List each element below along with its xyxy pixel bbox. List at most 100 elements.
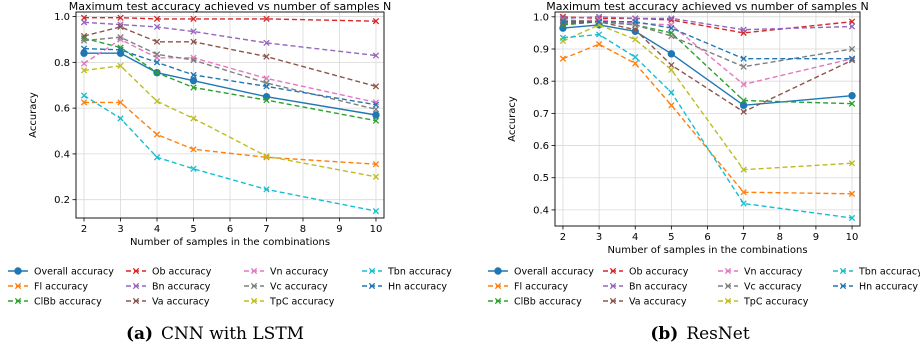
legend-item: Va accuracy — [126, 297, 210, 308]
legend-item: Tbn accuracy — [362, 267, 452, 278]
data-point — [117, 62, 124, 69]
legend-item: Va accuracy — [603, 297, 687, 308]
series-line — [562, 16, 853, 34]
legend-label: Ob accuracy — [152, 267, 212, 278]
data-point — [190, 165, 197, 172]
data-point — [189, 76, 198, 85]
series-line — [83, 36, 377, 110]
series-line — [84, 52, 377, 116]
data-point — [372, 111, 380, 119]
legend-item: Fl accuracy — [488, 282, 568, 293]
legend-swatch-marker — [368, 282, 376, 290]
y-tick-label: 1.0 — [54, 12, 70, 23]
data-point — [739, 101, 748, 110]
x-tick-label: 5 — [190, 224, 196, 235]
data-point — [632, 18, 639, 25]
data-point — [372, 52, 380, 59]
legend-label: Vc accuracy — [270, 282, 328, 293]
legend-label: TpC accuracy — [269, 297, 335, 308]
data-point — [740, 55, 747, 62]
series-9 — [559, 31, 856, 222]
chart-title: Maximum test accuracy achieved vs number… — [69, 0, 392, 13]
data-point — [263, 186, 270, 193]
caption-text: ResNet — [686, 324, 750, 344]
data-point — [153, 38, 161, 45]
y-tick-label: 0.7 — [533, 109, 549, 120]
legend-label: Vc accuracy — [744, 282, 802, 293]
series-3 — [80, 14, 380, 25]
data-point — [117, 14, 124, 21]
y-tick-label: 0.8 — [533, 77, 549, 88]
legend-item: Bn accuracy — [126, 282, 211, 293]
legend-swatch-marker — [724, 282, 732, 290]
data-point — [632, 36, 639, 43]
data-point — [190, 15, 197, 23]
data-point — [80, 45, 88, 52]
x-tick-label: 3 — [117, 224, 123, 235]
series-line — [562, 43, 853, 195]
legend-item: ClBb accuracy — [8, 297, 102, 308]
legend-label: Hn accuracy — [388, 282, 447, 293]
legend: Overall accuracy Fl accuracy ClBb accuracy… — [8, 267, 452, 308]
legend-item: Hn accuracy — [833, 282, 918, 293]
data-point — [80, 19, 88, 26]
data-point — [263, 53, 270, 60]
legend-swatch-marker — [250, 297, 258, 305]
legend-item: Ob accuracy — [603, 267, 689, 278]
legend-swatch-marker — [609, 267, 617, 275]
series-5 — [80, 23, 380, 90]
legend-swatch-marker — [724, 297, 732, 305]
series-line — [562, 20, 853, 113]
data-point — [740, 166, 747, 173]
series-4 — [80, 19, 380, 59]
legend-label: Vn accuracy — [744, 267, 803, 278]
data-point — [559, 18, 567, 25]
legend-swatch-marker — [250, 267, 258, 275]
series-1 — [559, 41, 856, 197]
data-point — [848, 190, 856, 197]
data-point — [190, 71, 197, 79]
x-tick-label: 8 — [777, 232, 783, 243]
y-axis-label: Accuracy — [28, 92, 39, 138]
data-point — [190, 56, 197, 64]
figure-caption: (a) CNN with LSTM — [126, 324, 304, 344]
series-line — [84, 101, 377, 165]
data-point — [667, 50, 676, 58]
data-point — [631, 27, 639, 36]
y-tick-label: 1.0 — [533, 12, 549, 23]
legend-label: TpC accuracy — [743, 297, 809, 308]
legend-swatch-marker — [14, 267, 22, 275]
data-point — [595, 31, 603, 38]
x-tick-label: 2 — [81, 224, 87, 235]
legend-swatch-marker — [609, 282, 617, 290]
grid — [76, 12, 384, 218]
data-point — [372, 83, 380, 90]
data-point — [263, 15, 270, 23]
data-point — [117, 115, 124, 122]
y-tick-label: 0.8 — [54, 58, 70, 69]
data-point — [668, 24, 675, 32]
legend-item: TpC accuracy — [244, 297, 335, 308]
x-tick-label: 10 — [846, 232, 859, 243]
data-point — [80, 14, 88, 21]
data-point — [740, 189, 747, 196]
legend-item: Vc accuracy — [244, 282, 328, 293]
data-point — [80, 67, 88, 74]
data-point — [153, 51, 161, 58]
legend-swatch-marker — [494, 282, 502, 290]
legend-label: Va accuracy — [152, 297, 210, 308]
legend-item: ClBb accuracy — [488, 297, 582, 308]
series-line — [83, 38, 377, 104]
data-point — [668, 32, 675, 40]
data-point — [668, 66, 675, 74]
data-point — [117, 23, 124, 31]
data-point — [80, 99, 88, 106]
y-tick-label: 0.5 — [533, 173, 549, 184]
series-line — [83, 94, 377, 212]
data-point — [153, 98, 161, 105]
legend-item: Tbn accuracy — [833, 267, 920, 278]
data-point — [153, 23, 161, 31]
series-line — [83, 65, 377, 178]
caption-label: (a) — [126, 324, 153, 344]
